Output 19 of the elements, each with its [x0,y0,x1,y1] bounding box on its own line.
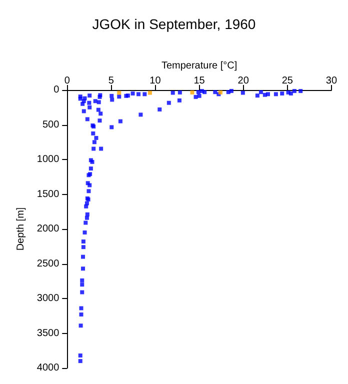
y-tick-label: 1500 [36,188,60,200]
x-tick-label: 30 [326,76,338,86]
y-tick-label: 2000 [36,224,60,234]
x-tick-label: 20 [238,76,250,86]
x-tick-label: 25 [282,76,294,86]
chart-title: JGOK in September, 1960 [92,16,256,32]
y-tick-label: 1000 [36,154,60,165]
x-axis-title: Temperature [°C] [161,60,238,72]
y-tick-label: 2500 [36,258,60,270]
y-axis-title: Depth [m] [16,207,26,251]
x-tick-label: 0 [64,76,70,86]
y-tick-label: 0 [54,84,60,96]
y-tick-label: 3000 [36,293,60,304]
y-tick-label: 500 [42,119,60,130]
y-tick-label: 3500 [36,328,60,339]
y-tick-label: 4000 [36,362,60,374]
x-tick-label: 10 [150,76,162,86]
x-tick-label: 5 [108,76,114,86]
x-tick-label: 15 [194,76,206,86]
